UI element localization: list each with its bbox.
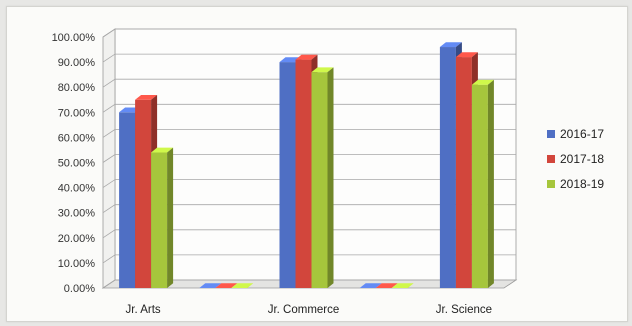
y-axis-tick-labels: 0.00% 10.00% 20.00% 30.00% 40.00% 50.00% 60.00…: [52, 32, 96, 295]
bar-top: [455, 52, 478, 58]
bar-front: [471, 84, 488, 288]
legend-label: 2016-17: [560, 127, 604, 141]
bar-top: [359, 283, 382, 288]
bar: [471, 79, 494, 288]
gridline: [102, 229, 516, 239]
bar-top: [471, 79, 494, 85]
bar-top: [215, 283, 238, 288]
y-tick-label: 10.00%: [58, 258, 96, 270]
y-tick-label: 0.00%: [64, 283, 95, 295]
legend-label: 2017-18: [560, 152, 604, 166]
gridline: [102, 28, 516, 38]
gridline: [102, 204, 516, 214]
bar: [359, 283, 382, 288]
bar-chart: 0.00% 10.00% 20.00% 30.00% 40.00% 50.00% 60.00…: [52, 28, 604, 316]
bars: [119, 42, 494, 289]
y-tick-label: 70.00%: [58, 107, 96, 119]
bar-front: [279, 62, 296, 288]
bar-front: [119, 112, 136, 288]
x-category-label: Jr. Science: [436, 304, 492, 316]
bar: [391, 283, 414, 288]
bar-top: [151, 147, 174, 153]
gridline: [102, 179, 516, 188]
bar: [199, 283, 222, 288]
legend-swatch: [547, 155, 555, 163]
bar-front: [135, 99, 152, 288]
y-tick-label: 30.00%: [58, 208, 96, 220]
gridline: [102, 53, 516, 63]
bar-front: [439, 47, 456, 288]
bar-front: [295, 59, 312, 289]
legend: 2016-17 2017-18 2018-19: [547, 127, 604, 191]
bar: [311, 67, 334, 288]
bar-front: [151, 152, 168, 288]
bar: [375, 283, 398, 288]
legend-swatch: [547, 130, 555, 138]
bar-front: [311, 72, 328, 288]
bar-front: [455, 57, 472, 288]
y-tick-label: 20.00%: [58, 233, 96, 245]
y-tick-label: 80.00%: [58, 82, 96, 94]
x-category-label: Jr. Commerce: [268, 304, 340, 316]
bar-top: [439, 42, 462, 48]
bar-side: [167, 147, 174, 288]
bar-side: [487, 79, 494, 288]
bar-top: [199, 283, 222, 288]
x-axis-category-labels: Jr. Arts Jr. Commerce Jr. Science: [126, 304, 493, 316]
gridline: [102, 129, 516, 138]
bar-top: [311, 67, 334, 73]
bar-top: [375, 283, 398, 288]
gridline: [102, 279, 516, 289]
gridline: [102, 78, 516, 88]
bar-side: [327, 67, 334, 288]
y-tick-label: 40.00%: [58, 183, 96, 195]
y-tick-label: 100.00%: [52, 32, 96, 44]
bar-top: [295, 54, 318, 60]
x-category-label: Jr. Arts: [126, 304, 161, 316]
bar-top: [231, 283, 254, 288]
bar-top: [391, 283, 414, 288]
gridline: [102, 154, 516, 163]
y-tick-label: 60.00%: [58, 132, 96, 144]
bar-top: [135, 94, 158, 100]
y-tick-label: 90.00%: [58, 57, 96, 69]
y-tick-label: 50.00%: [58, 158, 96, 170]
chart-frame: 0.00% 10.00% 20.00% 30.00% 40.00% 50.00% 60.00…: [6, 6, 628, 322]
gridline: [102, 103, 516, 113]
bar: [151, 147, 174, 288]
bar: [215, 283, 238, 288]
legend-swatch: [547, 180, 555, 188]
legend-label: 2018-19: [560, 177, 604, 191]
gridline: [102, 254, 516, 264]
bar: [231, 283, 254, 288]
